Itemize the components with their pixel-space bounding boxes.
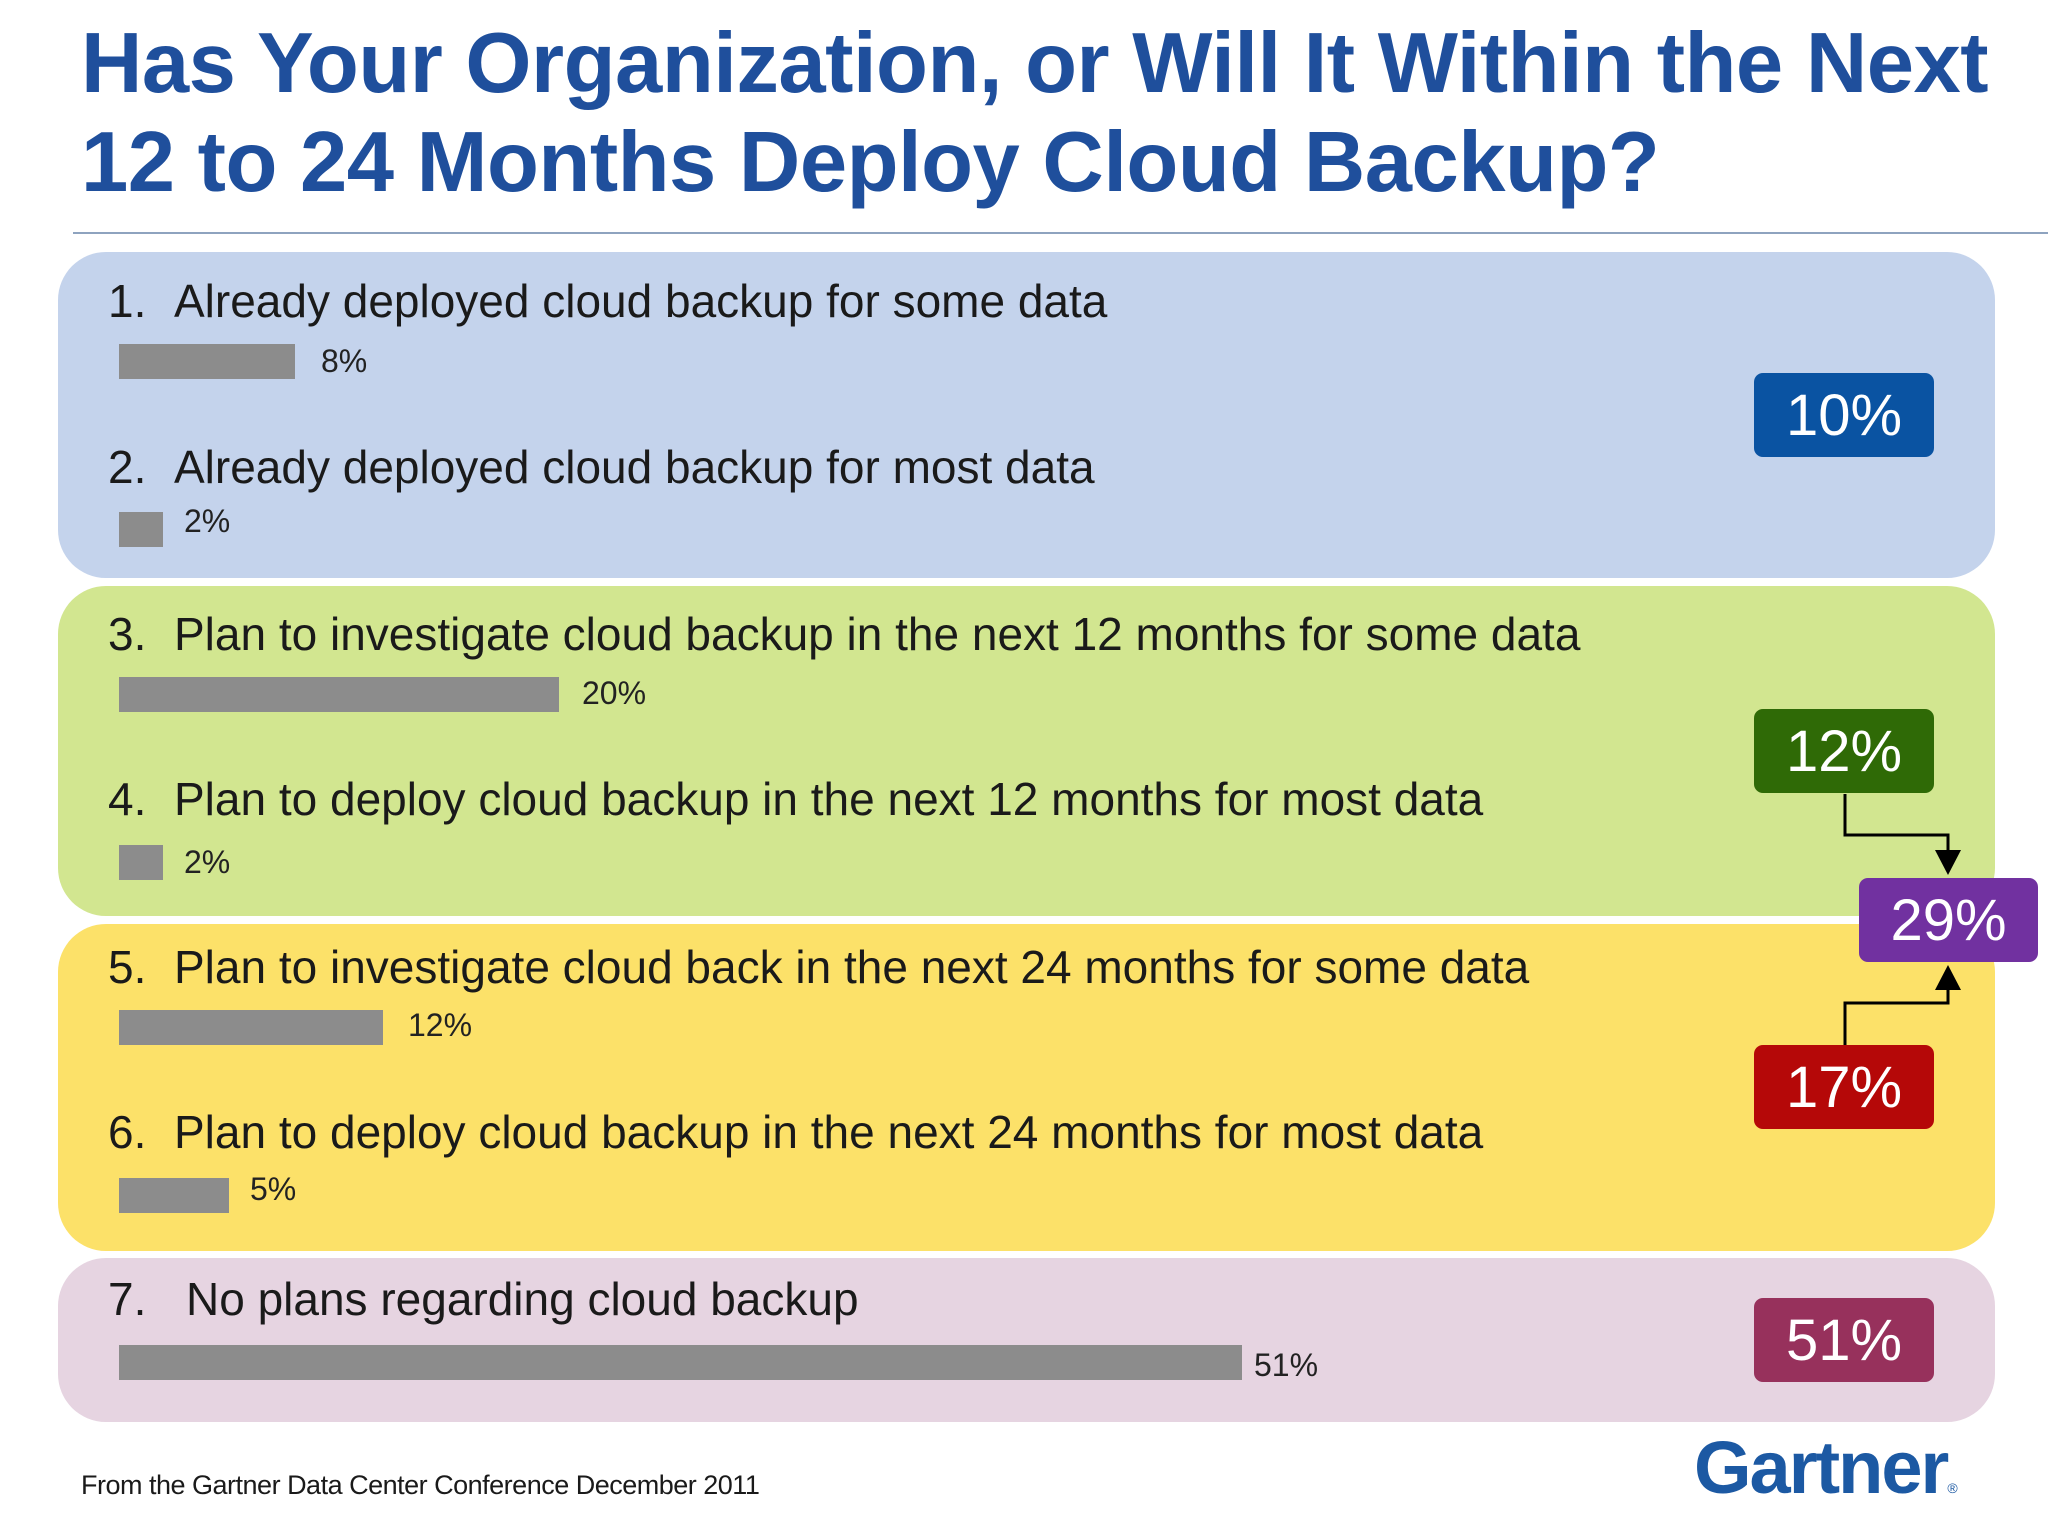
- item-2-text: Already deployed cloud backup for most d…: [174, 441, 1095, 493]
- arrow-12-to-29: [1843, 794, 1950, 858]
- bar-item-1-value: 8%: [321, 343, 368, 379]
- logo-text: Gartner: [1694, 1426, 1949, 1509]
- gartner-logo: Gartner®: [1694, 1425, 1958, 1510]
- bar-item-4: [119, 845, 163, 880]
- chart-title: Has Your Organization, or Will It Within…: [81, 16, 1989, 210]
- bar-item-4-value: 2%: [184, 844, 231, 880]
- item-5-label: 5. Plan to investigate cloud back in the …: [108, 940, 1529, 994]
- item-7-text: No plans regarding cloud backup: [186, 1273, 859, 1325]
- arrow-17-to-29: [1843, 985, 1950, 1045]
- item-1-number: 1.: [108, 275, 147, 327]
- group-total-badge-24-months: 17%: [1754, 1045, 1934, 1129]
- group-total-badge-no-plans: 51%: [1754, 1298, 1934, 1382]
- arrowhead-down: [1935, 850, 1961, 875]
- item-4-text: Plan to deploy cloud backup in the next …: [174, 773, 1484, 825]
- item-2-label: 2. Already deployed cloud backup for most…: [108, 440, 1095, 494]
- bar-item-3: [119, 677, 559, 712]
- item-2-number: 2.: [108, 441, 147, 493]
- item-7-number: 7.: [108, 1273, 147, 1325]
- item-1-label: 1. Already deployed cloud backup for some…: [108, 274, 1107, 328]
- bar-item-7-value: 51%: [1254, 1347, 1319, 1383]
- combined-total-badge: 29%: [1859, 878, 2038, 962]
- panel-deployed: [58, 252, 1995, 578]
- item-3-text: Plan to investigate cloud backup in the …: [174, 608, 1581, 660]
- item-4-number: 4.: [108, 773, 147, 825]
- bar-item-2: [119, 512, 163, 547]
- item-6-label: 6. Plan to deploy cloud backup in the nex…: [108, 1105, 1483, 1159]
- bar-item-5: [119, 1010, 383, 1045]
- item-3-label: 3. Plan to investigate cloud backup in th…: [108, 607, 1580, 661]
- arrowhead-up: [1935, 965, 1961, 990]
- group-total-badge-12-months: 12%: [1754, 709, 1934, 793]
- item-6-number: 6.: [108, 1106, 147, 1158]
- bar-item-6-value: 5%: [250, 1171, 297, 1207]
- bar-item-7: [119, 1345, 1242, 1380]
- item-5-text: Plan to investigate cloud back in the ne…: [174, 941, 1530, 993]
- panel-24-months: [58, 924, 1995, 1251]
- bar-item-3-value: 20%: [582, 675, 647, 711]
- source-footnote: From the Gartner Data Center Conference …: [81, 1470, 760, 1500]
- item-5-number: 5.: [108, 941, 147, 993]
- item-4-label: 4. Plan to deploy cloud backup in the nex…: [108, 772, 1483, 826]
- item-7-label: 7. No plans regarding cloud backup: [108, 1272, 859, 1326]
- group-total-badge-deployed: 10%: [1754, 373, 1934, 457]
- bar-item-5-value: 12%: [408, 1007, 473, 1043]
- title-divider: [73, 232, 2048, 234]
- panel-12-months: [58, 586, 1995, 916]
- bar-item-6: [119, 1178, 229, 1213]
- item-3-number: 3.: [108, 608, 147, 660]
- bar-item-1: [119, 344, 295, 379]
- bar-item-2-value: 2%: [184, 503, 231, 539]
- logo-trademark: ®: [1947, 1480, 1957, 1496]
- panel-no-plans: [58, 1258, 1995, 1422]
- item-6-text: Plan to deploy cloud backup in the next …: [174, 1106, 1484, 1158]
- item-1-text: Already deployed cloud backup for some d…: [174, 275, 1108, 327]
